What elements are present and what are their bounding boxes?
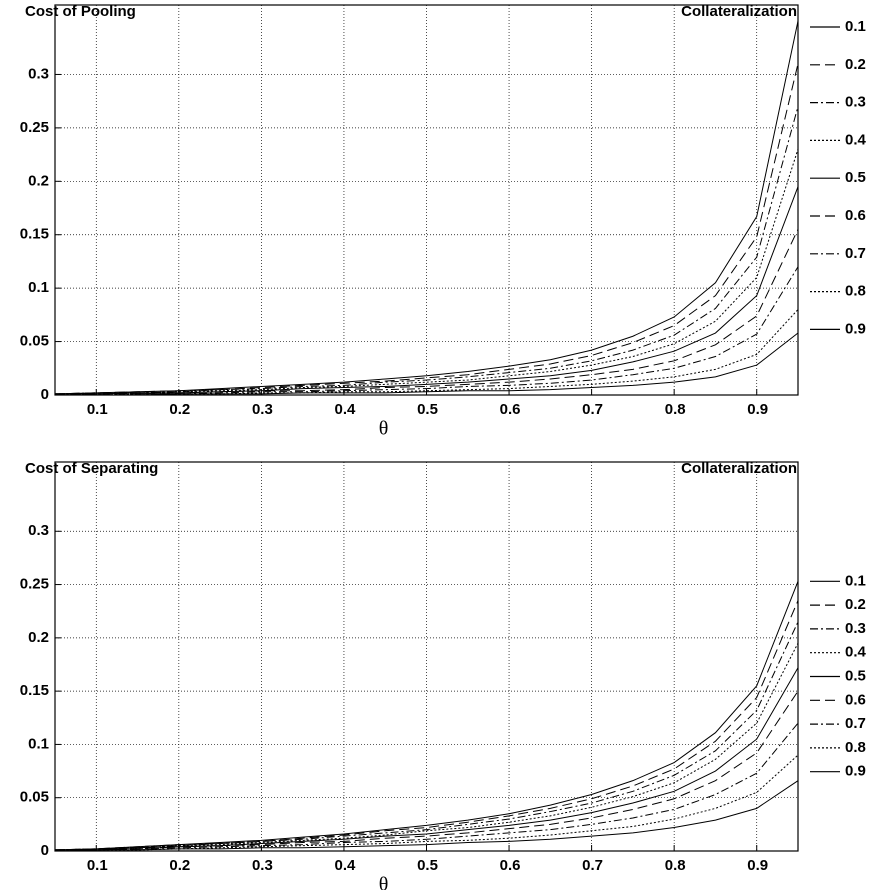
series-line xyxy=(55,690,799,851)
y-tick-label: 0.3 xyxy=(28,65,49,82)
series-line xyxy=(55,332,799,396)
y-tick-label: 0.2 xyxy=(28,172,49,189)
legend-label: 0.4 xyxy=(845,644,867,661)
x-tick-label: 0.9 xyxy=(747,857,768,874)
series-line xyxy=(54,722,799,852)
legend-label: 0.7 xyxy=(845,715,866,732)
y-tick-label: 0.1 xyxy=(28,735,49,752)
legend-label: 0.4 xyxy=(845,131,867,148)
x-tick-label: 0.8 xyxy=(665,857,686,874)
series-line xyxy=(54,229,799,396)
y-tick-label: 0.2 xyxy=(28,629,49,646)
y-tick-label: 0.25 xyxy=(20,119,49,136)
series-line xyxy=(54,600,799,851)
y-tick-label: 0.05 xyxy=(20,333,49,350)
y-tick-label: 0.3 xyxy=(28,522,49,539)
legend-label: 0.2 xyxy=(845,56,866,73)
y-tick-label: 0.1 xyxy=(28,279,49,296)
y-tick-label: 0 xyxy=(41,842,49,859)
x-tick-label: 0.3 xyxy=(252,401,273,418)
chart-title: Cost of Separating xyxy=(25,460,158,477)
x-axis-label: θ xyxy=(379,418,389,440)
x-tick-label: 0.1 xyxy=(87,401,108,418)
x-tick-label: 0.2 xyxy=(169,401,190,418)
x-tick-label: 0.9 xyxy=(747,401,768,418)
legend-label: 0.6 xyxy=(845,691,866,708)
legend-label: 0.3 xyxy=(845,620,866,637)
legend-label: 0.7 xyxy=(845,245,866,262)
legend-label: 0.1 xyxy=(845,572,866,589)
y-tick-label: 0.25 xyxy=(20,576,49,593)
legend-label: 0.2 xyxy=(845,596,866,613)
legend-label: 0.8 xyxy=(845,283,866,300)
series-line xyxy=(54,754,799,852)
x-tick-label: 0.5 xyxy=(417,401,438,418)
legend-label: 0.3 xyxy=(845,94,866,111)
series-line xyxy=(54,642,799,851)
legend-label: 0.5 xyxy=(845,667,866,684)
legend-label: 0.9 xyxy=(845,763,866,780)
legend-label: 0.1 xyxy=(845,18,866,35)
y-tick-label: 0.15 xyxy=(20,682,49,699)
y-tick-label: 0.05 xyxy=(20,789,49,806)
x-tick-label: 0.7 xyxy=(582,857,603,874)
plot-frame xyxy=(54,4,799,396)
series-line xyxy=(54,106,799,395)
legend-title: Collateralization xyxy=(681,3,797,20)
series-line xyxy=(55,309,799,396)
legend-label: 0.8 xyxy=(845,739,866,756)
legend-title: Collateralization xyxy=(681,460,797,477)
series-line xyxy=(54,63,799,395)
series-line xyxy=(54,20,799,395)
x-tick-label: 0.8 xyxy=(665,401,686,418)
x-tick-label: 0.6 xyxy=(500,401,521,418)
plot-frame xyxy=(54,461,799,852)
y-tick-label: 0 xyxy=(41,386,49,403)
x-tick-label: 0.2 xyxy=(169,857,190,874)
legend-label: 0.6 xyxy=(845,207,866,224)
x-tick-label: 0.1 xyxy=(87,857,108,874)
legend-label: 0.5 xyxy=(845,169,866,186)
x-tick-label: 0.3 xyxy=(252,857,273,874)
legend-label: 0.9 xyxy=(845,320,866,337)
x-tick-label: 0.7 xyxy=(582,401,603,418)
y-tick-label: 0.15 xyxy=(20,226,49,243)
x-tick-label: 0.6 xyxy=(500,857,521,874)
x-axis-label: θ xyxy=(379,874,389,890)
series-line xyxy=(54,780,799,852)
series-line xyxy=(54,621,799,851)
x-tick-label: 0.4 xyxy=(335,857,357,874)
x-tick-label: 0.4 xyxy=(335,401,357,418)
x-tick-label: 0.5 xyxy=(417,857,438,874)
chart-title: Cost of Pooling xyxy=(25,3,136,20)
